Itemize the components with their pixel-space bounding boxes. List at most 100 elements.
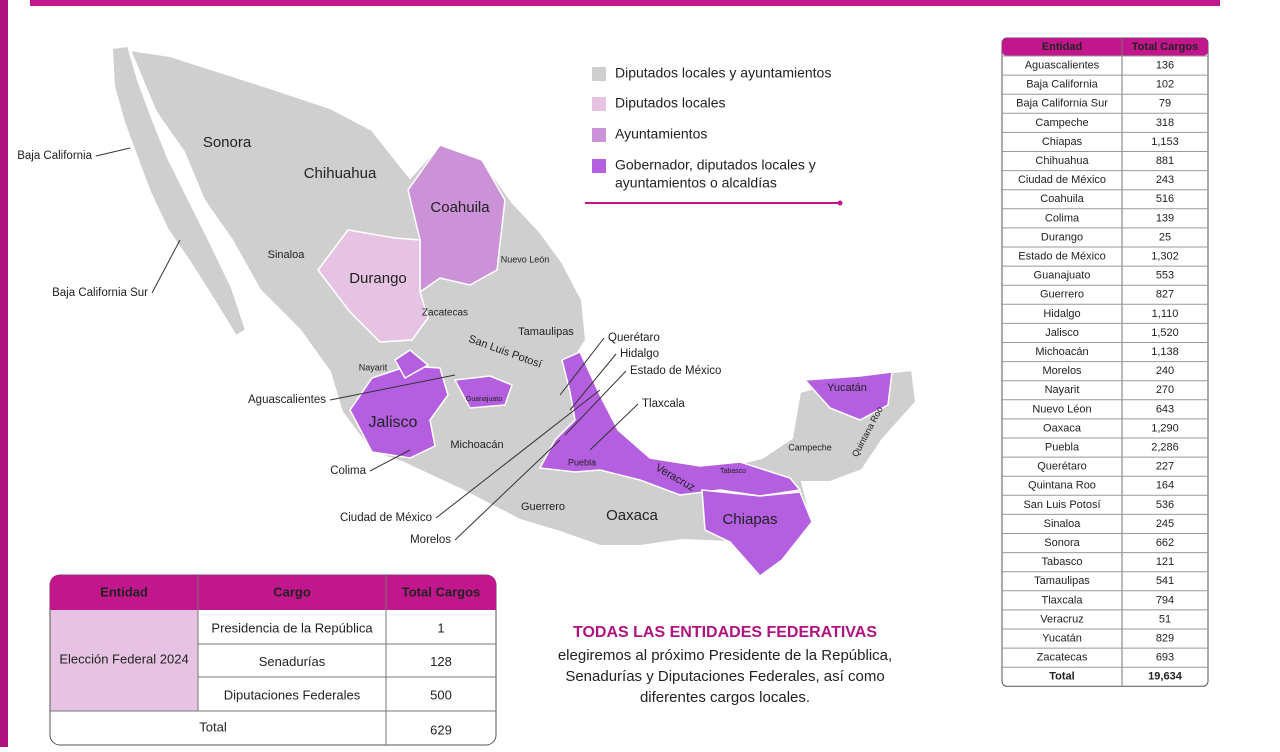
state-label: Guerrero [521,501,565,513]
region [349,365,449,459]
callout-label: Ciudad de México [340,512,432,524]
table-cell: Baja California [1026,79,1098,91]
table-cell: 164 [1156,480,1174,492]
legend-rule-end [837,200,843,206]
table-cell: 121 [1156,556,1174,568]
callout-line [564,370,627,436]
table-cell: San Luis Potosí [1023,499,1100,511]
callout-line [454,439,561,541]
table-cell: 541 [1156,575,1174,587]
table-cell: 318 [1156,117,1174,129]
legend-label: Diputados locales y ayuntamientos [615,65,831,81]
legend-label: Gobernador, diputados locales y [615,157,816,173]
callout-line [569,353,617,411]
table-header-cell: Entidad [100,584,148,599]
mainland [128,48,918,578]
table-cell: 1,110 [1152,308,1179,320]
table-cell: Nayarit [1045,384,1080,396]
callout-label: Tlaxcala [642,398,685,410]
table-cell: 102 [1156,79,1174,91]
table-cell: Colima [1045,212,1080,224]
table-cell: 881 [1156,155,1174,167]
table-header-cell: Entidad [1042,41,1082,53]
callout-label: Morelos [410,534,451,546]
table-cell: Senadurías [259,654,326,669]
state-label: Nayarit [359,362,388,372]
message-line: elegiremos al próximo Presidente de la R… [558,647,892,664]
legend-label: ayuntamientos o alcaldías [615,175,777,191]
message-title: TODAS LAS ENTIDADES FEDERATIVAS [573,624,877,641]
callout-line [329,374,456,401]
region [803,371,893,421]
callout-line [151,239,181,294]
legend-swatch [592,67,606,81]
entity-cell [50,610,199,711]
state-label: Sinaloa [268,249,306,261]
callout-line [589,403,639,451]
table-cell: 1 [437,620,444,635]
table-cell: 1,302 [1151,250,1179,262]
table-cell: Sinaloa [1044,518,1082,530]
table-cell: Campeche [1035,117,1088,129]
table-header [1002,38,1208,56]
table-cell: Total [1049,671,1074,683]
table-header-cell: Total Cargos [402,584,481,599]
table-cell: 516 [1156,193,1174,205]
table-cell: Jalisco [1045,327,1079,339]
table-cell: Tabasco [1042,556,1083,568]
table-header [50,575,496,610]
state-label: Sonora [203,134,252,151]
table-cell: 662 [1156,537,1174,549]
table-cell: 139 [1156,212,1174,224]
table-cell: 693 [1156,652,1174,664]
table-cell: Michoacán [1035,346,1088,358]
table-cell: Tamaulipas [1034,575,1090,587]
table-cell: 243 [1156,174,1174,186]
table-cell: 1,138 [1151,346,1179,358]
table-cell: Aguascalientes [1025,59,1100,71]
map [110,44,918,578]
region [394,349,430,380]
table-cell: 79 [1159,98,1171,110]
legend-swatch [592,128,606,142]
state-label: Oaxaca [606,507,658,524]
table-cell: 827 [1156,289,1174,301]
table-cell: 500 [430,687,452,702]
message-line: diferentes cargos locales. [640,689,810,706]
table-cell: Puebla [1045,441,1080,453]
table-cell: 1,520 [1151,327,1179,339]
region [453,375,513,409]
table-cell: 227 [1156,461,1174,473]
table-cell: Diputaciones Federales [224,687,361,702]
table-cell: 2,286 [1151,441,1179,453]
table-header-cell: Total Cargos [1132,41,1198,53]
table-cell: 136 [1156,59,1174,71]
state-label: Chiapas [722,511,777,528]
table-cell: 51 [1159,613,1171,625]
table-header-cell: Cargo [273,584,311,599]
state-label: Chihuahua [304,165,377,182]
top-bar [30,0,1220,6]
table-cell: 25 [1159,231,1171,243]
table-cell: Elección Federal 2024 [59,651,188,666]
legend-label: Ayuntamientos [615,126,707,142]
region [317,229,429,343]
table-cell: Morelos [1042,365,1082,377]
table-cell: Chihuahua [1035,155,1089,167]
table-cell: 629 [430,722,452,737]
callout-label: Baja California [17,150,92,162]
table-cell: 794 [1156,594,1174,606]
callout-line [435,389,601,519]
message-line: Senadurías y Diputaciones Federales, así… [565,668,884,685]
table-cell: Oaxaca [1043,422,1082,434]
state-label: Tabasco [720,468,746,475]
table-cell: Yucatán [1042,632,1082,644]
state-label: Michoacán [450,439,503,451]
table-cell: Chiapas [1042,136,1083,148]
table-cell: 1,290 [1151,422,1179,434]
legend-swatch [592,159,606,173]
table-cell: 128 [430,654,452,669]
table-cell: Guanajuato [1034,270,1091,282]
table-cell: Guerrero [1040,289,1084,301]
table-cell: Sonora [1044,537,1080,549]
